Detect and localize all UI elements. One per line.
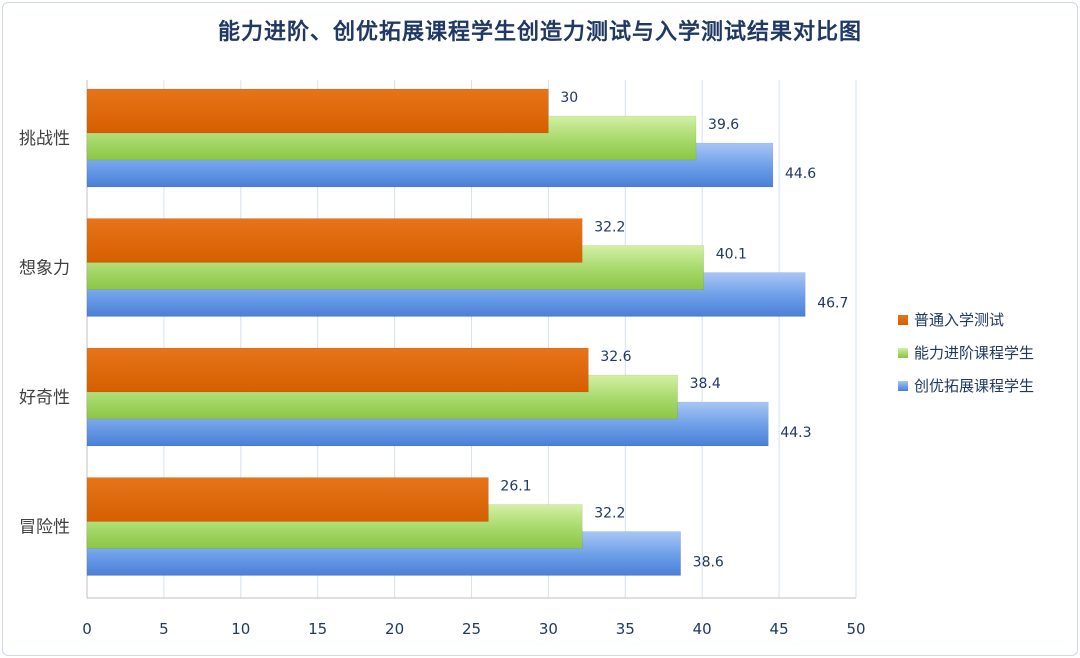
category-label: 好奇性 (19, 388, 70, 408)
category-label: 挑战性 (19, 129, 70, 149)
category-label: 想象力 (19, 259, 70, 279)
data-label: 32.2 (594, 506, 625, 522)
legend-swatch (898, 315, 908, 325)
data-label: 38.4 (690, 376, 721, 392)
bar (86, 347, 589, 393)
bar (86, 477, 489, 522)
chart-title: 能力进阶、创优拓展课程学生创造力测试与入学测试结果对比图 (217, 20, 862, 45)
data-label: 39.6 (708, 117, 739, 133)
x-tick-label: 0 (82, 620, 92, 638)
data-label: 26.1 (500, 479, 531, 495)
x-tick-label: 35 (616, 620, 635, 638)
data-label: 46.7 (817, 296, 848, 312)
legend-label: 能力进阶课程学生 (914, 344, 1034, 362)
x-tick-label: 15 (308, 620, 327, 638)
data-label: 44.3 (780, 425, 811, 441)
data-label: 44.6 (785, 166, 816, 182)
legend-label: 创优拓展课程学生 (914, 377, 1034, 395)
legend-swatch (898, 348, 908, 358)
data-label: 32.6 (600, 349, 631, 365)
x-tick-label: 40 (693, 620, 712, 638)
bar (86, 88, 549, 134)
x-tick-label: 25 (462, 620, 481, 638)
legend-swatch (898, 381, 908, 391)
data-label: 40.1 (716, 247, 747, 263)
x-tick-label: 5 (159, 620, 169, 638)
x-tick-label: 45 (770, 620, 789, 638)
legend-label: 普通入学测试 (914, 311, 1004, 329)
x-tick-label: 30 (539, 620, 558, 638)
x-tick-label: 10 (231, 620, 250, 638)
x-tick-label: 50 (846, 620, 865, 638)
x-tick-label: 20 (385, 620, 404, 638)
data-label: 38.6 (693, 555, 724, 571)
category-label: 冒险性 (19, 518, 70, 538)
data-label: 32.2 (594, 220, 625, 236)
bar (86, 218, 583, 263)
data-label: 30 (560, 90, 578, 106)
